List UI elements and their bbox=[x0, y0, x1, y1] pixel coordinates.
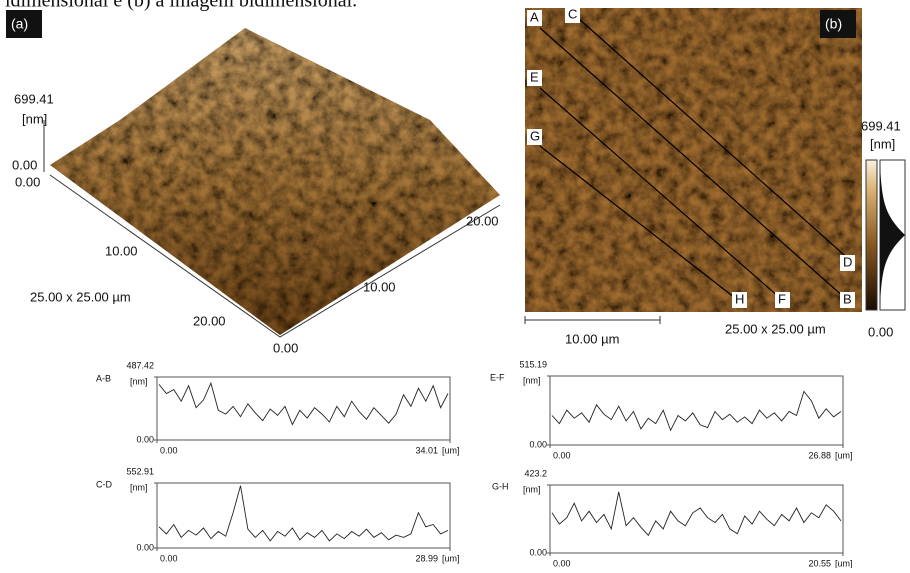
point-label: C bbox=[568, 6, 577, 21]
point-label: D bbox=[843, 254, 852, 269]
x-tick-label: 34.01 bbox=[415, 445, 438, 455]
scan-size: 25.00 x 25.00 µm bbox=[30, 289, 131, 304]
caption: idimensional e (b) a imagem bidimensiona… bbox=[5, 0, 357, 12]
scan-size: 25.00 x 25.00 µm bbox=[725, 321, 826, 336]
y-tick: 10.00 bbox=[363, 279, 396, 294]
z-unit: [nm] bbox=[22, 111, 47, 126]
panel-tag: (a) bbox=[11, 16, 28, 32]
y-tick-label: 515.19 bbox=[519, 359, 547, 369]
x-unit: [um] bbox=[442, 553, 460, 563]
point-label: A bbox=[530, 9, 539, 24]
figure: idimensional e (b) a imagem bidimensiona… bbox=[0, 0, 910, 568]
profile-box bbox=[157, 377, 450, 440]
point-label: H bbox=[735, 291, 744, 306]
z-unit: [nm] bbox=[870, 136, 895, 151]
x-tick-label: 0.00 bbox=[553, 558, 571, 568]
x-tick-label: 0.00 bbox=[553, 450, 571, 460]
x-tick-label: 28.99 bbox=[415, 553, 438, 563]
z-max: 699.41 bbox=[861, 118, 901, 133]
x-tick-label: 20.55 bbox=[808, 558, 831, 568]
x-tick-label: 26.88 bbox=[808, 450, 831, 460]
z-min: 0.00 bbox=[868, 324, 893, 339]
origin: 0.00 bbox=[15, 174, 40, 189]
x-tick-label: 0.00 bbox=[160, 445, 178, 455]
scale-label: 10.00 µm bbox=[565, 331, 619, 346]
profile-line bbox=[552, 492, 841, 535]
z-min: 0.00 bbox=[12, 157, 37, 172]
y-tick-label: 0.00 bbox=[136, 542, 154, 552]
x-tick: 10.00 bbox=[105, 243, 138, 258]
y-unit: [nm] bbox=[130, 376, 148, 386]
x-tick-label: 0.00 bbox=[160, 553, 178, 563]
y-tick: 20.00 bbox=[466, 213, 499, 228]
z-max: 699.41 bbox=[14, 91, 54, 106]
front-tick: 0.00 bbox=[273, 340, 298, 355]
y-unit: [nm] bbox=[523, 375, 541, 385]
point-label: E bbox=[530, 69, 539, 84]
profile-name: A-B bbox=[96, 373, 111, 383]
x-unit: [um] bbox=[442, 445, 460, 455]
y-tick-label: 0.00 bbox=[136, 434, 154, 444]
y-unit: [nm] bbox=[523, 484, 541, 494]
profile-line bbox=[552, 391, 841, 430]
profile-name: E-F bbox=[490, 372, 505, 382]
y-unit: [nm] bbox=[130, 482, 148, 492]
profile-name: G-H bbox=[492, 481, 509, 491]
profile-line bbox=[159, 383, 448, 424]
profile-box bbox=[157, 483, 450, 548]
y-tick-label: 487.42 bbox=[126, 360, 154, 370]
x-tick: 20.00 bbox=[193, 313, 226, 328]
x-unit: [um] bbox=[835, 450, 853, 460]
x-unit: [um] bbox=[835, 558, 853, 568]
y-tick-label: 552.91 bbox=[126, 466, 154, 476]
profile-name: C-D bbox=[96, 479, 112, 489]
profile-line bbox=[159, 486, 448, 541]
point-label: G bbox=[530, 128, 540, 143]
color-bar bbox=[866, 160, 877, 310]
y-tick-label: 0.00 bbox=[529, 439, 547, 449]
point-label: F bbox=[778, 291, 786, 306]
y-tick-label: 423.2 bbox=[524, 468, 547, 478]
point-label: B bbox=[843, 291, 852, 306]
panel-tag: (b) bbox=[825, 16, 842, 32]
y-tick-label: 0.00 bbox=[529, 547, 547, 557]
